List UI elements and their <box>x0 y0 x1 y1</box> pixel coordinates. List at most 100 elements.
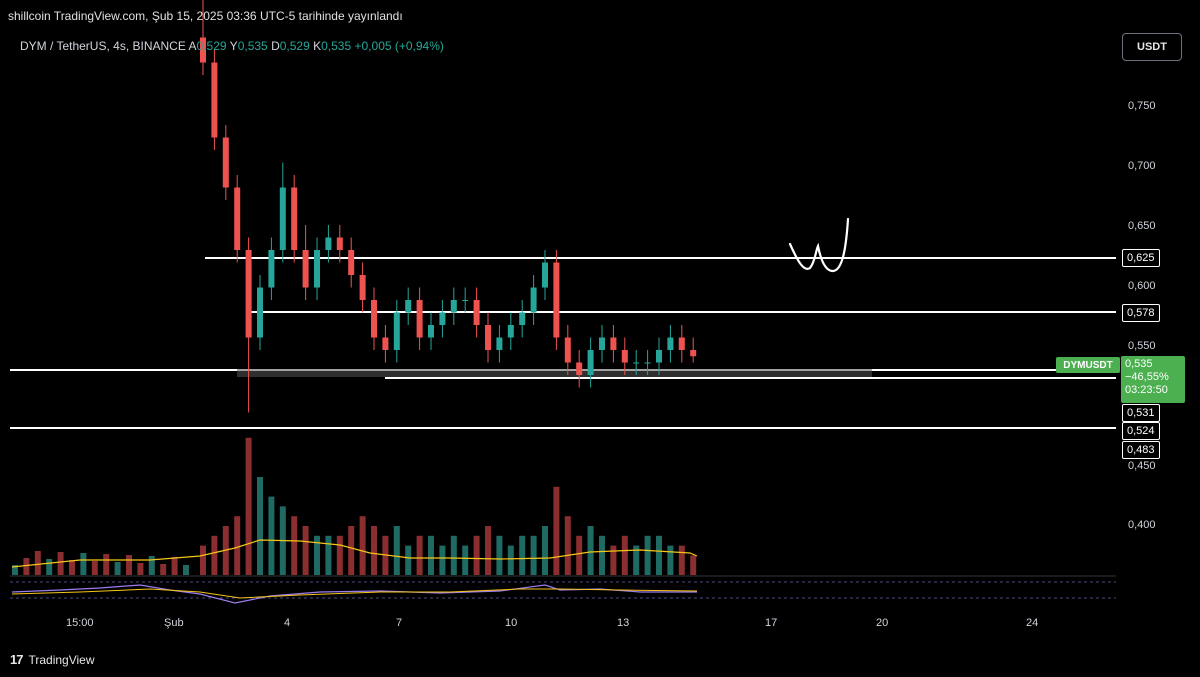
candle-body <box>416 300 423 338</box>
candle[interactable] <box>564 325 571 375</box>
candle[interactable] <box>473 287 480 338</box>
currency-selector[interactable]: USDT <box>1122 33 1182 61</box>
candle[interactable] <box>371 287 377 351</box>
candle[interactable] <box>222 125 229 200</box>
candle-body <box>644 362 651 364</box>
volume-bar <box>405 545 412 575</box>
time-tick: 17 <box>765 617 778 629</box>
candle[interactable] <box>644 350 651 375</box>
volume-bar <box>126 555 132 575</box>
candle[interactable] <box>348 237 355 288</box>
candle-body <box>371 300 377 338</box>
volume-bar <box>34 551 41 575</box>
candle[interactable] <box>405 287 412 326</box>
bar-countdown: 03:23:50 <box>1125 384 1168 396</box>
publish-info: shillcoin TradingView.com, Şub 15, 2025 … <box>8 9 403 23</box>
candle-body <box>268 250 275 288</box>
volume-bar <box>587 526 594 575</box>
volume-bar <box>564 516 571 575</box>
candle-body <box>507 325 514 338</box>
price-chart[interactable] <box>0 0 1200 640</box>
symbol-pair[interactable]: DYM / TetherUS, 4s, BINANCE <box>20 39 186 53</box>
candle[interactable] <box>599 325 605 363</box>
volume-bar <box>542 526 548 575</box>
volume-bar <box>46 559 53 575</box>
low-label: D <box>271 39 280 53</box>
time-tick: Şub <box>164 617 184 629</box>
candle-body <box>245 250 252 338</box>
level-tag-0524[interactable]: 0,524 <box>1122 422 1160 440</box>
candle[interactable] <box>382 325 389 363</box>
volume-bar <box>644 535 651 575</box>
rsi-line <box>11 584 697 604</box>
current-change: −46,55% <box>1125 371 1169 383</box>
volume-bar <box>450 535 457 575</box>
symbol-legend[interactable]: DYM / TetherUS, 4s, BINANCE A0,529 Y0,53… <box>20 39 444 53</box>
candle-body <box>462 300 469 301</box>
candle[interactable] <box>690 337 697 363</box>
volume-bar <box>507 545 514 575</box>
candle[interactable] <box>587 337 594 388</box>
candle[interactable] <box>245 237 252 413</box>
candle[interactable] <box>211 50 218 150</box>
candle[interactable] <box>428 312 434 351</box>
candle[interactable] <box>200 0 206 75</box>
tradingview-logo[interactable]: 17 TradingView <box>10 652 95 667</box>
volume-bar <box>416 535 423 575</box>
footer <box>0 640 1200 677</box>
candle[interactable] <box>393 300 400 363</box>
volume-bar <box>325 535 332 575</box>
candle[interactable] <box>519 300 526 338</box>
candle[interactable] <box>279 162 286 263</box>
candle[interactable] <box>314 237 320 301</box>
candle-body <box>690 350 697 357</box>
candle[interactable] <box>268 237 275 301</box>
volume-bar <box>69 560 75 575</box>
candle-body <box>428 325 434 338</box>
candle[interactable] <box>542 250 548 300</box>
candle[interactable] <box>450 287 457 326</box>
candle[interactable] <box>325 225 332 263</box>
level-tag-0578[interactable]: 0,578 <box>1122 304 1160 322</box>
candle[interactable] <box>667 325 674 363</box>
candle[interactable] <box>496 325 503 363</box>
candle[interactable] <box>530 275 537 325</box>
candle[interactable] <box>359 262 366 313</box>
volume-bar <box>621 535 628 575</box>
candle[interactable] <box>610 325 617 363</box>
level-tag-0483[interactable]: 0,483 <box>1122 441 1160 459</box>
candle-body <box>519 312 526 325</box>
candle[interactable] <box>678 325 685 363</box>
volume-bar <box>496 535 503 575</box>
candle[interactable] <box>291 175 298 263</box>
current-price-label: 0,535 −46,55% 03:23:50 <box>1121 356 1185 403</box>
candle-body <box>610 337 617 350</box>
candle[interactable] <box>257 275 263 350</box>
candle[interactable] <box>507 312 514 351</box>
candle[interactable] <box>576 350 583 388</box>
candle-body <box>211 62 218 138</box>
candle-body <box>302 250 309 288</box>
change-value: +0,005 (+0,94%) <box>354 39 444 53</box>
candle[interactable] <box>656 337 662 376</box>
volume-bar <box>576 535 583 575</box>
candle[interactable] <box>553 250 560 350</box>
candle[interactable] <box>234 175 241 263</box>
close-value: 0,535 <box>321 39 352 53</box>
candle[interactable] <box>336 225 343 263</box>
candle[interactable] <box>621 337 628 376</box>
candle-body <box>359 275 366 300</box>
level-tag-0531[interactable]: 0,531 <box>1122 404 1160 422</box>
volume-bar <box>371 526 377 575</box>
candle[interactable] <box>633 350 640 375</box>
time-tick: 24 <box>1026 617 1039 629</box>
candle[interactable] <box>485 312 491 363</box>
level-tag-0625[interactable]: 0,625 <box>1122 249 1160 267</box>
volume-bar <box>599 535 605 575</box>
candle[interactable] <box>439 300 446 338</box>
volume-bar <box>160 564 167 575</box>
candle-body <box>450 300 457 313</box>
candle[interactable] <box>302 225 309 300</box>
candle[interactable] <box>462 287 469 313</box>
candle[interactable] <box>416 287 423 351</box>
